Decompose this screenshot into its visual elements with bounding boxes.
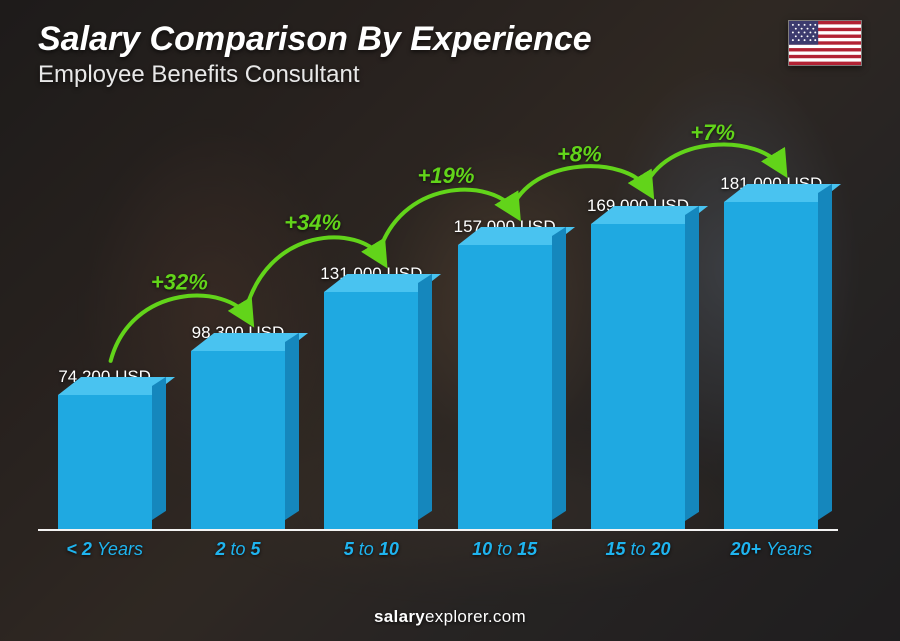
bar: [591, 224, 685, 530]
bar-slot: 74,200 USD: [38, 120, 171, 529]
bar: [58, 395, 152, 529]
page-subtitle: Employee Benefits Consultant: [38, 61, 592, 89]
category-label: 2 to 5: [171, 539, 304, 560]
category-label: 5 to 10: [305, 539, 438, 560]
bar: [458, 245, 552, 529]
bar-slot: 98,300 USD: [171, 120, 304, 529]
category-label: 10 to 15: [438, 539, 571, 560]
salary-bar-chart: 74,200 USD 98,300 USD 131,000 USD 157,00…: [38, 120, 838, 563]
header: Salary Comparison By Experience Employee…: [38, 20, 862, 89]
footer-brand-bold: salary: [374, 607, 425, 626]
bar: [724, 202, 818, 529]
category-label: < 2 Years: [38, 539, 171, 560]
category-label: 20+ Years: [705, 539, 838, 560]
category-label: 15 to 20: [571, 539, 704, 560]
bar-slot: 169,000 USD: [571, 120, 704, 529]
footer-brand-rest: explorer.com: [425, 607, 526, 626]
footer-brand: salaryexplorer.com: [0, 607, 900, 627]
us-flag-icon: [788, 20, 862, 66]
bar-slot: 157,000 USD: [438, 120, 571, 529]
chart-baseline: [38, 529, 838, 531]
bar-slot: 131,000 USD: [305, 120, 438, 529]
bar-slot: 181,000 USD: [705, 120, 838, 529]
page-title: Salary Comparison By Experience: [38, 20, 592, 59]
bar: [324, 292, 418, 529]
bar: [191, 351, 285, 529]
